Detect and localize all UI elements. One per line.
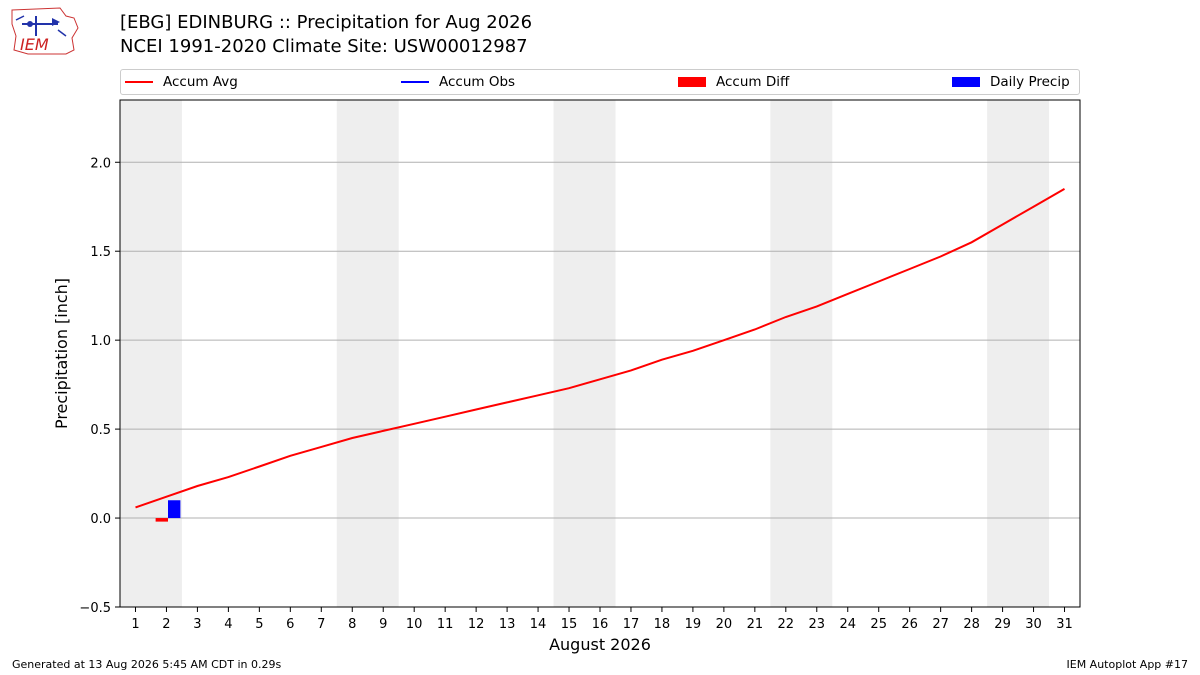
x-tick-label: 10 [406,617,423,632]
x-tick-label: 11 [437,617,454,632]
x-tick-label: 2 [162,617,170,632]
x-tick-label: 18 [654,617,671,632]
legend-swatch-accum-avg [125,81,153,83]
weekend-band [553,100,616,607]
x-tick-label: 23 [809,617,826,632]
weekend-band [770,100,833,607]
y-tick-label: 1.0 [90,334,111,349]
x-tick-label: 14 [530,617,547,632]
x-tick-label: 5 [255,617,263,632]
x-tick-label: 4 [224,617,232,632]
y-tick-label: 0.5 [90,423,111,438]
x-axis-label: August 2026 [549,635,651,654]
y-tick-label: 0.0 [90,512,111,527]
x-tick-label: 3 [193,617,201,632]
legend-swatch-daily-precip [952,77,980,87]
legend-swatch-accum-obs [401,81,429,83]
weekend-band [987,100,1050,607]
y-tick-label: 1.5 [90,245,111,260]
legend-item-accum-avg: Accum Avg [125,70,238,94]
x-tick-label: 1 [131,617,139,632]
legend-item-daily-precip: Daily Precip [952,70,1070,94]
x-tick-label: 26 [901,617,918,632]
x-tick-label: 9 [379,617,387,632]
weekend-band [336,100,399,607]
x-tick-label: 25 [870,617,887,632]
x-tick-label: 21 [747,617,764,632]
legend-swatch-accum-diff [678,77,706,87]
x-tick-label: 30 [1025,617,1042,632]
x-tick-label: 17 [623,617,640,632]
weekend-band [120,100,182,607]
legend-label-accum-obs: Accum Obs [439,74,516,90]
x-tick-label: 27 [932,617,949,632]
x-tick-label: 16 [592,617,609,632]
x-tick-label: 7 [317,617,325,632]
app-credit: IEM Autoplot App #17 [1066,658,1189,671]
chart-subtitle: NCEI 1991-2020 Climate Site: USW00012987 [120,36,528,57]
x-tick-label: 6 [286,617,294,632]
x-tick-label: 8 [348,617,356,632]
iem-logo: IEM [8,6,80,58]
x-tick-label: 13 [499,617,516,632]
x-tick-label: 28 [963,617,980,632]
x-tick-label: 24 [839,617,856,632]
y-tick-label: −0.5 [79,601,111,616]
x-tick-label: 19 [685,617,702,632]
accum-avg-line [135,188,1065,509]
accum-diff-bar [155,518,168,522]
chart-title: [EBG] EDINBURG :: Precipitation for Aug … [120,12,533,33]
y-axis-label: Precipitation [inch] [52,278,71,429]
legend-item-accum-obs: Accum Obs [401,70,515,94]
daily-precip-bar [168,500,181,519]
x-tick-label: 22 [778,617,795,632]
x-tick-label: 29 [994,617,1011,632]
legend-item-accum-diff: Accum Diff [678,70,789,94]
x-tick-label: 12 [468,617,485,632]
legend-label-daily-precip: Daily Precip [990,74,1070,90]
legend-label-accum-diff: Accum Diff [716,74,790,90]
legend-label-accum-avg: Accum Avg [163,74,238,90]
y-tick-label: 2.0 [90,156,111,171]
x-tick-label: 20 [716,617,733,632]
logo-text: IEM [20,35,49,54]
x-tick-label: 15 [561,617,578,632]
generated-timestamp: Generated at 13 Aug 2026 5:45 AM CDT in … [12,658,282,671]
x-tick-label: 31 [1056,617,1073,632]
legend: Accum Avg Accum Obs Accum Diff Daily Pre… [120,69,1080,95]
